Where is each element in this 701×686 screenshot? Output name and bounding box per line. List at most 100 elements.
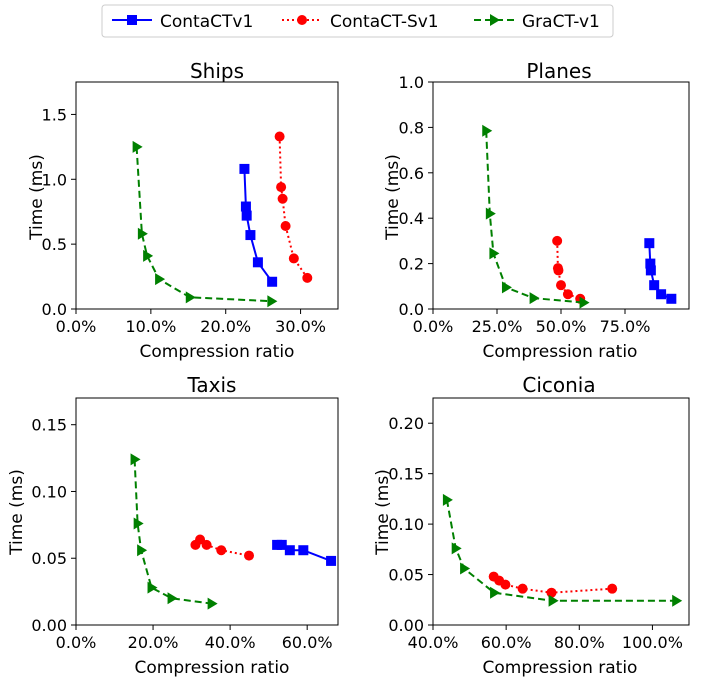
legend-marker-shape <box>490 14 500 26</box>
plot-frame <box>75 81 339 310</box>
x-tick-label: 100.0% <box>622 633 683 652</box>
data-point <box>137 227 148 240</box>
subplot-title: Ciconia <box>522 373 595 397</box>
series-line <box>278 136 309 279</box>
data-point <box>288 253 299 264</box>
legend-label-0: ContaCTv1 <box>160 12 253 32</box>
y-tick-label: 0.00 <box>388 616 424 635</box>
x-tick-label: 60.0% <box>282 633 333 652</box>
plot-frame <box>432 397 690 626</box>
data-point <box>277 193 288 204</box>
series-gract-v1 <box>482 124 590 309</box>
y-tick-label: 1.0 <box>399 73 424 92</box>
series-line <box>485 130 584 304</box>
data-point <box>147 581 158 594</box>
series-contact-sv1 <box>488 571 618 598</box>
data-point <box>132 140 143 153</box>
series-contact-sv1 <box>190 534 254 561</box>
data-point <box>482 124 493 137</box>
x-tick-label: 0.0% <box>413 317 454 336</box>
data-point <box>607 583 618 594</box>
data-point <box>553 265 564 276</box>
data-point <box>501 281 512 294</box>
series-contact-sv1 <box>552 235 586 304</box>
series-line <box>445 499 677 602</box>
subplot-title: Planes <box>526 59 591 83</box>
x-tick-label: 0.0% <box>56 317 97 336</box>
data-point <box>245 230 256 241</box>
plot-frame <box>75 397 339 626</box>
series-contactv1 <box>644 238 677 304</box>
legend-marker-1 <box>297 15 307 25</box>
legend-entry-0: ContaCTv1 <box>112 12 253 32</box>
data-point <box>546 587 557 598</box>
y-tick-label: 0.6 <box>399 164 424 183</box>
data-point <box>672 594 683 607</box>
x-tick-label: 75.0% <box>600 317 651 336</box>
data-point <box>284 545 295 556</box>
subplot-title: Taxis <box>187 373 237 397</box>
y-tick-label: 0.2 <box>399 255 424 274</box>
x-tick-label: 60.0% <box>481 633 532 652</box>
data-point <box>243 550 254 561</box>
series-gract-v1 <box>130 453 218 610</box>
data-point <box>451 542 462 555</box>
data-point <box>649 280 660 291</box>
legend-marker-2 <box>490 14 500 26</box>
y-tick-label: 0.0 <box>42 300 67 319</box>
data-point <box>442 493 453 506</box>
x-tick-label: 40.0% <box>408 633 459 652</box>
legend-marker-0 <box>127 15 137 25</box>
y-tick-label: 0.15 <box>31 416 67 435</box>
series-contactv1 <box>239 163 278 287</box>
data-point <box>167 592 178 605</box>
x-axis-label: Compression ratio <box>135 658 290 678</box>
x-tick-label: 20.0% <box>128 633 179 652</box>
series-gract-v1 <box>442 493 683 607</box>
data-point <box>133 517 144 530</box>
data-point <box>548 594 559 607</box>
data-point <box>240 201 251 212</box>
data-point <box>666 293 677 304</box>
subplot-taxis: Taxis Compression ratio Time (ms) 0.0% 20… <box>7 373 339 678</box>
data-point <box>656 289 667 300</box>
data-point <box>216 545 227 556</box>
data-point <box>252 257 263 268</box>
data-point <box>460 562 471 575</box>
x-tick-label: 50.0% <box>536 317 587 336</box>
y-tick-label: 0.05 <box>388 566 424 585</box>
y-tick-label: 0.05 <box>31 549 67 568</box>
x-tick-label: 20.0% <box>200 317 251 336</box>
data-point <box>130 453 141 466</box>
x-tick-label: 10.0% <box>125 317 176 336</box>
series-line <box>135 146 272 303</box>
data-point <box>302 272 313 283</box>
legend: ContaCTv1 ContaCT-Sv1 GraCT-v1 <box>101 4 614 38</box>
x-tick-label: 30.0% <box>275 317 326 336</box>
series-contactv1 <box>272 539 337 566</box>
legend-entry-2: GraCT-v1 <box>474 12 600 32</box>
x-tick-label: 40.0% <box>205 633 256 652</box>
data-point <box>267 276 278 287</box>
data-point <box>239 163 250 174</box>
y-tick-label: 0.4 <box>399 209 424 228</box>
data-point <box>267 295 278 308</box>
x-axis-label: Compression ratio <box>140 342 295 362</box>
legend-marker-shape <box>297 15 307 25</box>
data-point <box>644 238 655 249</box>
data-point <box>280 220 291 231</box>
data-point <box>274 131 285 142</box>
legend-frame <box>101 4 614 38</box>
data-point <box>529 292 540 305</box>
x-axis-label: Compression ratio <box>483 342 638 362</box>
data-point <box>143 249 154 262</box>
subplot-title: Ships <box>190 59 244 83</box>
series-line <box>133 459 212 605</box>
x-tick-label: 25.0% <box>472 317 523 336</box>
y-tick-label: 1.0 <box>42 170 67 189</box>
data-point <box>185 291 196 304</box>
y-tick-label: 1.5 <box>42 105 67 124</box>
data-point <box>207 597 218 610</box>
subplot-ciconia: Ciconia Compression ratio Time (ms) 40.0… <box>373 373 690 678</box>
